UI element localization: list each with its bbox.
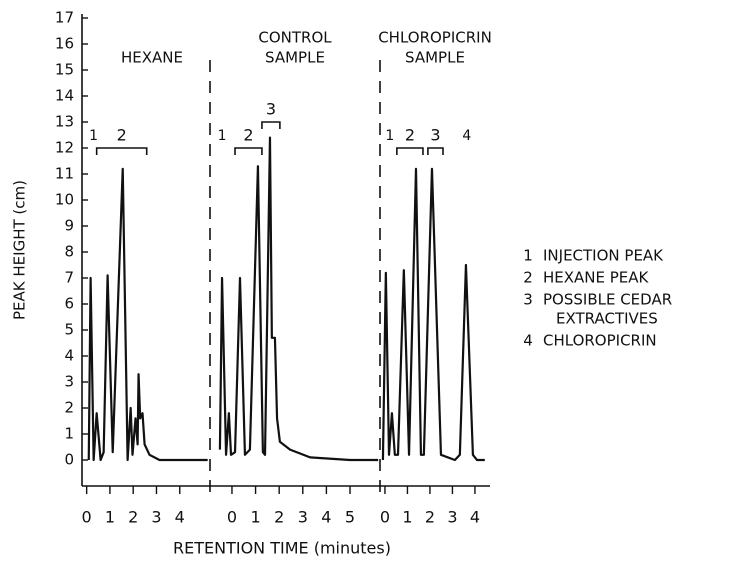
- y-tick-label: 17: [55, 9, 74, 27]
- panel-title: CHLOROPICRIN: [378, 29, 492, 47]
- trace: [87, 167, 208, 462]
- y-tick-label: 4: [64, 347, 74, 365]
- annotation: 1: [89, 128, 98, 144]
- y-tick-label: 9: [64, 217, 74, 235]
- x-tick-label: 3: [298, 508, 308, 527]
- trace: [218, 136, 379, 462]
- y-tick-label: 5: [64, 321, 74, 339]
- x-tick-label: 1: [250, 508, 260, 527]
- x-tick-label: 2: [128, 508, 138, 527]
- y-tick-label: 11: [55, 165, 74, 183]
- annotation: 4: [462, 128, 471, 144]
- y-tick-label: 3: [64, 373, 74, 391]
- bracket: [396, 147, 424, 155]
- x-tick-label: 3: [447, 508, 457, 527]
- y-tick-label: 16: [55, 35, 74, 53]
- x-tick-label: 5: [345, 508, 355, 527]
- legend-text: EXTRACTIVES: [556, 310, 658, 328]
- x-tick-label: 3: [151, 508, 161, 527]
- y-tick-label: 0: [64, 451, 74, 469]
- y-tick-label: 1: [64, 425, 74, 443]
- x-tick-label: 0: [82, 508, 92, 527]
- x-axis-label: RETENTION TIME (minutes): [173, 539, 391, 558]
- panel-title: HEXANE: [121, 49, 183, 67]
- y-tick-label: 14: [55, 87, 74, 105]
- legend-text: POSSIBLE CEDAR: [543, 291, 672, 309]
- y-tick-label: 10: [55, 191, 74, 209]
- x-tick-label: 2: [425, 508, 435, 527]
- y-tick-label: 8: [64, 243, 74, 261]
- annotation: 2: [117, 126, 127, 145]
- x-tick-label: 0: [227, 508, 237, 527]
- panel-title: SAMPLE: [405, 49, 465, 67]
- panel-title: SAMPLE: [265, 49, 325, 67]
- legend-symbol: 3: [523, 291, 533, 309]
- legend-symbol: 4: [523, 332, 533, 350]
- x-tick-label: 4: [321, 508, 331, 527]
- y-axis-label: PEAK HEIGHT (cm): [11, 180, 29, 320]
- y-tick-label: 6: [64, 295, 74, 313]
- bracket: [261, 121, 281, 129]
- annotation: 3: [266, 100, 276, 119]
- x-tick-label: 2: [274, 508, 284, 527]
- y-tick-label: 13: [55, 113, 74, 131]
- y-tick-label: 2: [64, 399, 74, 417]
- legend-symbol: 2: [523, 269, 533, 287]
- panel-title: CONTROL: [258, 29, 332, 47]
- legend-text: INJECTION PEAK: [543, 247, 664, 265]
- legend-text: CHLOROPICRIN: [543, 332, 657, 350]
- x-tick-label: 1: [105, 508, 115, 527]
- bracket: [427, 147, 444, 155]
- x-tick-label: 1: [402, 508, 412, 527]
- annotation: 2: [243, 126, 253, 145]
- annotation: 3: [430, 126, 440, 145]
- trace: [381, 167, 485, 462]
- y-tick-label: 7: [64, 269, 74, 287]
- legend-text: HEXANE PEAK: [543, 269, 650, 287]
- bracket: [95, 147, 148, 155]
- x-tick-label: 0: [380, 508, 390, 527]
- x-tick-label: 4: [175, 508, 185, 527]
- annotation: 2: [405, 126, 415, 145]
- y-tick-label: 15: [55, 61, 74, 79]
- x-tick-label: 4: [470, 508, 480, 527]
- bracket: [234, 147, 263, 155]
- annotation: 1: [385, 128, 394, 144]
- y-tick-label: 12: [55, 139, 74, 157]
- annotation: 1: [218, 128, 227, 144]
- legend-symbol: 1: [523, 247, 533, 265]
